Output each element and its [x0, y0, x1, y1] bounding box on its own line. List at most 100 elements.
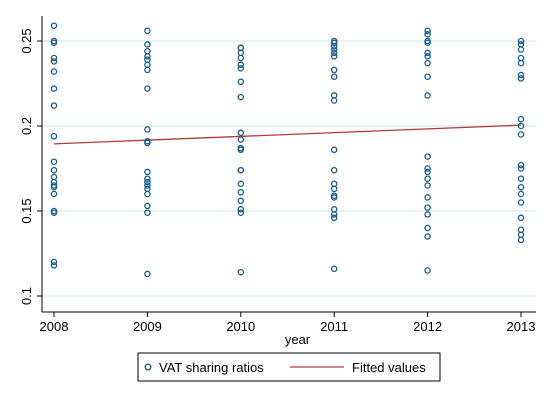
data-point	[144, 182, 151, 189]
data-point	[144, 190, 151, 198]
data-point	[330, 97, 338, 104]
data-point	[424, 59, 431, 67]
data-point	[424, 233, 431, 240]
data-point	[424, 175, 431, 182]
data-point	[330, 265, 338, 273]
data-point	[424, 211, 431, 218]
x-axis-title: year	[285, 332, 311, 347]
data-point	[50, 85, 58, 92]
data-point	[237, 189, 245, 196]
data-point	[517, 59, 525, 67]
data-point	[424, 168, 431, 176]
data-point	[144, 126, 151, 133]
data-point	[237, 78, 245, 86]
data-point	[424, 224, 431, 232]
y-tick-label: 0.2	[19, 117, 34, 135]
data-point	[424, 49, 431, 57]
data-point	[517, 161, 525, 169]
fitted-line	[53, 124, 522, 145]
data-point	[330, 214, 338, 222]
data-point	[237, 54, 245, 62]
data-point	[50, 68, 58, 75]
data-point	[144, 168, 151, 176]
data-point	[237, 136, 245, 143]
x-tick-label: 2013	[507, 319, 536, 334]
data-point	[517, 115, 525, 123]
x-tick-label: 2011	[320, 319, 348, 334]
data-point	[144, 27, 151, 35]
data-point	[330, 185, 338, 193]
legend-label-scatter: VAT sharing ratios	[159, 360, 264, 375]
y-tick-label: 0.25	[19, 28, 34, 53]
data-point	[330, 211, 338, 218]
data-point	[517, 183, 525, 191]
data-point	[517, 190, 525, 198]
data-point	[330, 42, 338, 50]
data-point	[330, 194, 338, 201]
data-point	[517, 199, 525, 206]
data-point	[424, 204, 431, 211]
x-axis-ticks: 2008 2009 2010 2011 2012 2013	[40, 312, 536, 334]
data-point	[144, 41, 151, 48]
data-point	[144, 66, 151, 74]
data-point	[424, 27, 431, 35]
data-point	[424, 39, 431, 46]
data-point	[330, 46, 338, 53]
data-point	[237, 197, 245, 205]
data-point	[424, 165, 431, 172]
x-tick-label: 2010	[226, 319, 255, 334]
data-point	[517, 37, 525, 45]
legend: VAT sharing ratios Fitted values	[137, 352, 441, 382]
data-point	[517, 75, 525, 82]
y-tick-label: 0.15	[19, 198, 34, 223]
data-point	[237, 93, 245, 101]
data-point	[237, 166, 245, 174]
data-point	[144, 53, 151, 60]
data-point	[237, 64, 245, 72]
data-point	[517, 236, 525, 244]
data-point	[424, 92, 431, 99]
data-point	[237, 206, 245, 213]
data-point	[330, 166, 338, 174]
data-point	[517, 214, 525, 222]
data-point	[424, 153, 431, 160]
data-point	[50, 54, 58, 62]
data-point	[144, 209, 151, 216]
scatter-points	[50, 22, 525, 278]
data-point	[517, 46, 525, 53]
x-tick-label: 2009	[133, 319, 162, 334]
data-point	[237, 129, 245, 137]
data-point	[50, 158, 58, 165]
data-point	[144, 139, 151, 147]
data-point	[50, 166, 58, 174]
data-point	[330, 66, 338, 74]
data-point	[237, 180, 245, 188]
legend-box	[137, 352, 441, 382]
y-tick-label: 0.1	[19, 287, 34, 305]
data-point	[50, 190, 58, 198]
x-tick-label: 2008	[40, 319, 69, 334]
data-point	[237, 146, 245, 154]
data-point	[330, 39, 338, 46]
data-point	[237, 209, 245, 216]
data-point	[237, 268, 245, 276]
data-point	[144, 85, 151, 92]
data-point	[517, 122, 525, 130]
data-point	[144, 270, 151, 278]
data-point	[237, 61, 245, 69]
legend-label-fitted: Fitted values	[352, 360, 426, 375]
data-point	[50, 102, 58, 109]
legend-marker-scatter	[144, 363, 152, 371]
data-point	[424, 267, 431, 274]
data-point	[424, 30, 431, 38]
data-point	[517, 165, 525, 172]
data-point	[424, 194, 431, 201]
data-point	[424, 73, 431, 80]
data-point	[424, 53, 431, 60]
data-point	[50, 183, 58, 191]
y-axis-ticks: 0.1 0.15 0.2 0.25	[19, 28, 42, 305]
data-point	[50, 209, 58, 216]
data-point	[50, 22, 58, 29]
